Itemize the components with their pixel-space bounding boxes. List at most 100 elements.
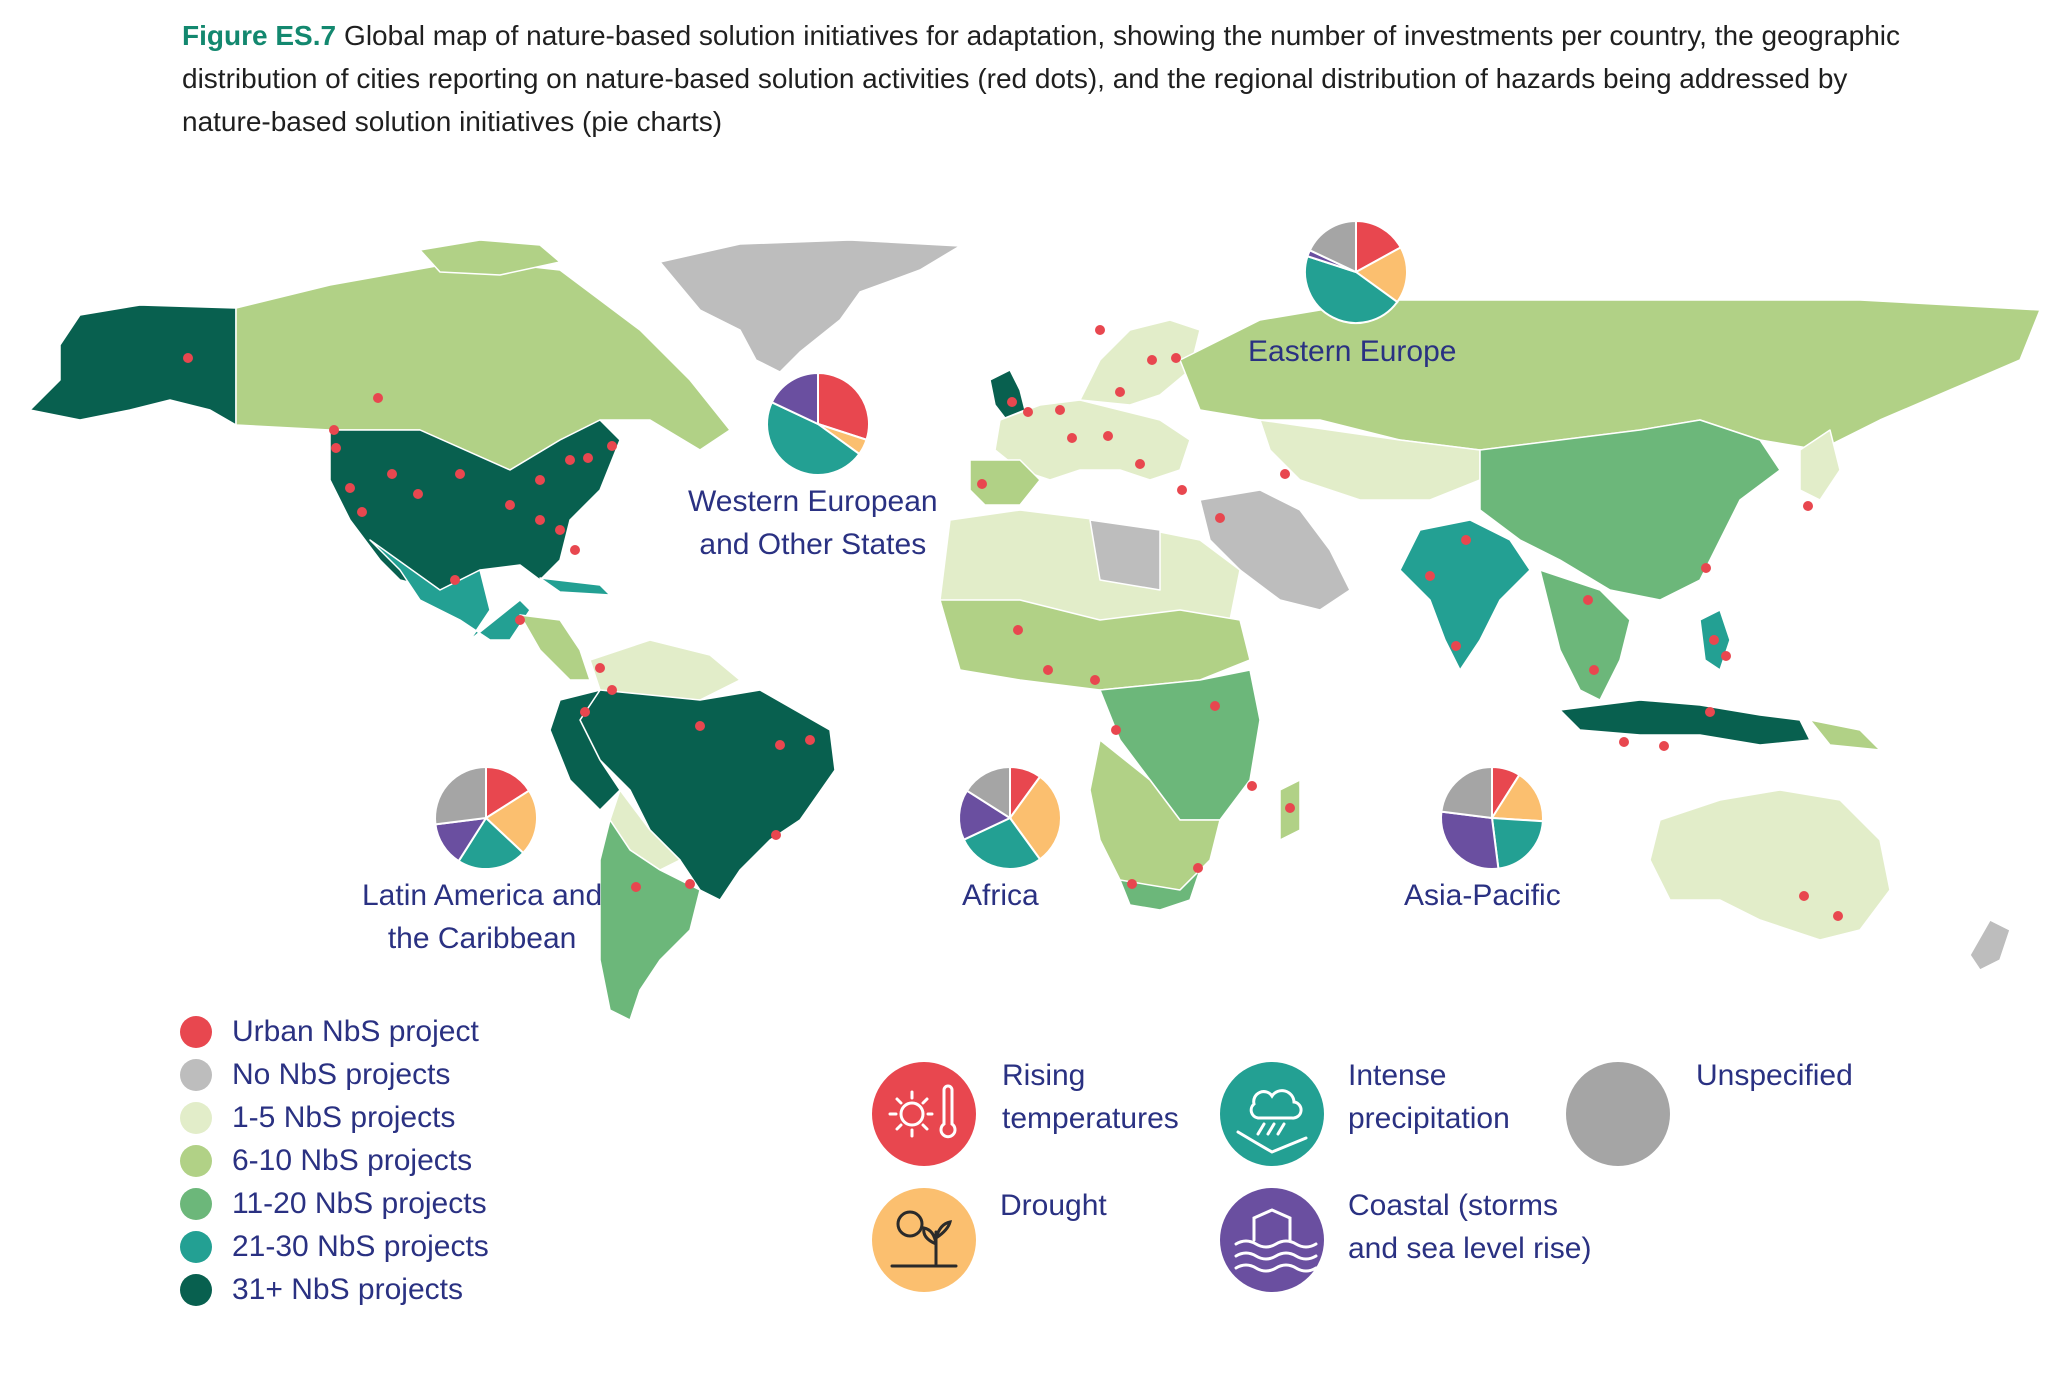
- country-new-zealand: [1969, 919, 2011, 971]
- pie-slice-intense-precipitation: [457, 816, 525, 870]
- urban-dot: [413, 489, 423, 499]
- region-label-eastern-europe-text: Eastern Europe: [1248, 335, 1457, 368]
- urban-dot: [505, 500, 515, 510]
- region-label-western-europe: Western European and Other States: [688, 480, 938, 566]
- hazard-label-precip: Intense precipitation: [1348, 1054, 1648, 1140]
- sun-thermometer-icon: [872, 1062, 976, 1166]
- legend-swatch: [180, 1188, 212, 1220]
- legend-swatch: [180, 1231, 212, 1263]
- hazard-label-rising: Rising temperatures: [1002, 1054, 1302, 1140]
- pie-africa: [958, 765, 1062, 870]
- urban-dot: [1013, 625, 1023, 635]
- country-greenland: [659, 239, 961, 373]
- urban-dot: [805, 735, 815, 745]
- urban-dot: [570, 545, 580, 555]
- legend-swatch: [180, 1016, 212, 1048]
- urban-dot: [1247, 781, 1257, 791]
- pie-slice-drought: [1008, 775, 1062, 861]
- region-label-africa: Africa: [962, 874, 1039, 917]
- figure-caption: Figure ES.7 Global map of nature-based so…: [182, 14, 1902, 143]
- urban-dot: [373, 393, 383, 403]
- urban-dot: [565, 455, 575, 465]
- urban-dots: [183, 325, 1843, 921]
- urban-dot: [1090, 675, 1100, 685]
- pie-slice-coastal-storms-and-sea-level-rise-: [770, 371, 819, 426]
- legend-swatch: [180, 1274, 212, 1306]
- country-central-asia: [1259, 419, 1481, 501]
- urban-dot: [1215, 513, 1225, 523]
- urban-dot: [1103, 431, 1113, 441]
- urban-dot: [183, 353, 193, 363]
- urban-dot: [555, 525, 565, 535]
- urban-dot: [1285, 803, 1295, 813]
- pie-slice-unspecified: [965, 765, 1011, 820]
- urban-dot: [1067, 433, 1077, 443]
- country-se-asia: [1539, 569, 1631, 701]
- urban-dot: [977, 479, 987, 489]
- urban-dot: [1115, 387, 1125, 397]
- urban-dot: [515, 615, 525, 625]
- legend-label: 21-30 NbS projects: [232, 1230, 489, 1263]
- urban-dot: [1583, 595, 1593, 605]
- pie-slice-intense-precipitation: [962, 816, 1042, 870]
- country-sahel: [939, 599, 1251, 691]
- legend-swatch: [180, 1059, 212, 1091]
- country-alaska: [29, 304, 237, 426]
- urban-dot: [607, 685, 617, 695]
- urban-dot: [1709, 635, 1719, 645]
- hazard-label-precip-line2: precipitation: [1348, 1102, 1510, 1135]
- legend-label: 31+ NbS projects: [232, 1273, 463, 1306]
- urban-dot: [583, 453, 593, 463]
- region-label-western-europe-line2: and Other States: [699, 528, 927, 561]
- urban-dot: [1721, 651, 1731, 661]
- pie-latin-america-and-the-caribbean: [434, 765, 538, 870]
- region-label-latin-america-line2: the Caribbean: [387, 922, 577, 955]
- country-indonesia: [1559, 699, 1811, 746]
- hazard-label-rising-line1: Rising: [1002, 1059, 1086, 1092]
- urban-dot: [1193, 863, 1203, 873]
- urban-dot: [1803, 501, 1813, 511]
- legend-label: 1-5 NbS projects: [232, 1101, 456, 1134]
- pie-slice-coastal-storms-and-sea-level-rise-: [1440, 810, 1500, 870]
- legend-item-21-30: 21-30 NbS projects: [180, 1227, 489, 1267]
- urban-dot: [450, 575, 460, 585]
- country-uk: [989, 369, 1026, 419]
- cloud-rain-icon: [1220, 1062, 1324, 1166]
- urban-dot: [775, 740, 785, 750]
- urban-dot: [1425, 571, 1435, 581]
- urban-dot: [535, 475, 545, 485]
- figure-label: Figure ES.7: [182, 20, 337, 51]
- urban-dot: [1280, 469, 1290, 479]
- pie-slice-intense-precipitation: [1304, 254, 1399, 324]
- region-label-eastern-europe: Eastern Europe: [1248, 330, 1456, 373]
- urban-dot: [1171, 353, 1181, 363]
- urban-dot: [1043, 665, 1053, 675]
- hazard-label-drought: Drought: [1000, 1184, 1300, 1227]
- urban-dot: [1451, 641, 1461, 651]
- urban-dot: [1210, 701, 1220, 711]
- pie-slice-unspecified: [434, 765, 487, 826]
- unspecified-circle-icon: [1566, 1062, 1670, 1166]
- country-middle-east: [1199, 489, 1351, 611]
- urban-dot: [331, 443, 341, 453]
- pie-slice-rising-temperatures: [1355, 219, 1403, 274]
- country-east-africa: [1099, 669, 1261, 821]
- legend-item-6-10: 6-10 NbS projects: [180, 1141, 472, 1181]
- urban-dot: [535, 515, 545, 525]
- urban-dot: [685, 879, 695, 889]
- urban-dot: [387, 469, 397, 479]
- hazard-label-coastal: Coastal (storms and sea level rise): [1348, 1184, 1648, 1270]
- country-spain: [969, 459, 1041, 506]
- pie-slice-intense-precipitation: [1490, 816, 1544, 870]
- hazard-label-coastal-line2: and sea level rise): [1348, 1232, 1592, 1265]
- region-label-latin-america-line1: Latin America and: [362, 879, 603, 912]
- hazard-label-coastal-line1: Coastal (storms: [1348, 1189, 1559, 1222]
- urban-dot: [1147, 355, 1157, 365]
- urban-dot: [695, 721, 705, 731]
- countries: [29, 239, 2041, 1021]
- hazard-label-precip-line1: Intense: [1348, 1059, 1447, 1092]
- pie-eastern-europe: [1304, 219, 1408, 324]
- urban-dot: [1619, 737, 1629, 747]
- urban-dot: [1111, 725, 1121, 735]
- country-japan: [1799, 429, 1841, 501]
